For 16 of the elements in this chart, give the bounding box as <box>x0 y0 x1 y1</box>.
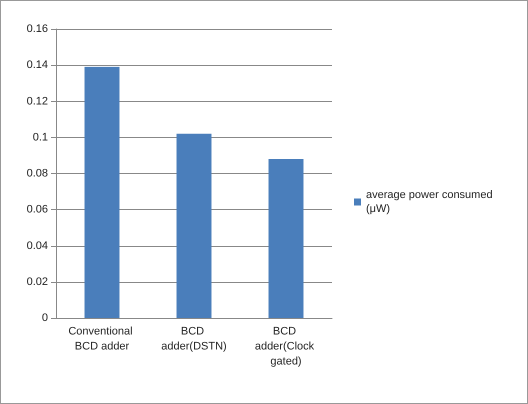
y-tick-label: 0.1 <box>32 131 48 144</box>
bar <box>268 159 304 318</box>
x-tick-label: Conventional BCD adder <box>68 326 136 352</box>
y-tick-label: 0.08 <box>26 168 48 180</box>
bar <box>84 66 120 318</box>
y-tick-label: 0 <box>42 312 48 324</box>
x-tick-label: BCD adder(DSTN) <box>161 326 227 352</box>
y-tick-label: 0.12 <box>26 95 48 108</box>
legend-label: average power consumed (μW) <box>366 189 496 215</box>
y-tick-label: 0.14 <box>26 59 48 72</box>
y-tick-label: 0.04 <box>26 240 48 252</box>
y-tick-label: 0.16 <box>26 23 48 35</box>
x-tick-label: BCD adder(Clock gated) <box>254 326 318 368</box>
y-tick-label: 0.02 <box>26 276 48 288</box>
bar <box>176 134 212 318</box>
y-tick-label: 0.06 <box>26 204 48 216</box>
